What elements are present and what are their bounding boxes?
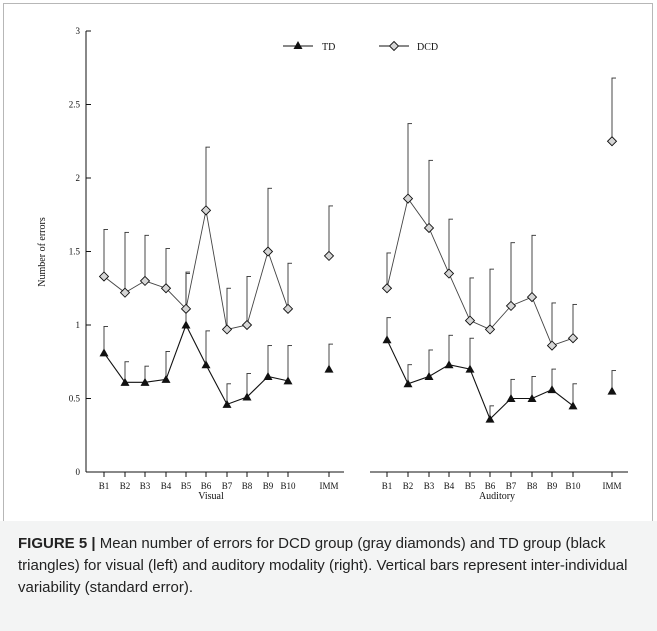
- y-axis-title: Number of errors: [37, 217, 48, 287]
- dcd-point: [546, 340, 558, 351]
- td-point: [403, 379, 413, 388]
- figure-caption: FIGURE 5 | Mean number of errors for DCD…: [0, 521, 657, 631]
- x-tick-label: B6: [485, 481, 496, 491]
- td-point: [140, 377, 150, 386]
- dcd-point: [526, 291, 538, 303]
- y-tick-label: 1: [76, 320, 81, 330]
- y-ticks: 0 0.5 1 1.5 2 2.5 3: [69, 26, 91, 477]
- y-tick-label: 2.5: [69, 100, 81, 110]
- dcd-point: [505, 300, 517, 312]
- td-point: [263, 371, 273, 380]
- legend-dcd-marker: [388, 40, 400, 52]
- legend: TD DCD: [283, 40, 438, 53]
- series-layer: [98, 77, 618, 423]
- x-tick-label: B2: [120, 481, 131, 491]
- legend-dcd-label: DCD: [417, 42, 438, 53]
- series-line-dcd: [386, 197, 574, 347]
- legend-entry-dcd: DCD: [379, 40, 438, 53]
- x-axis-title-auditory: Auditory: [479, 491, 515, 502]
- x-tick-label: IMM: [602, 481, 621, 491]
- dcd-point: [139, 275, 151, 287]
- series-line-dcd: [103, 210, 289, 330]
- x-tick-label: B8: [242, 481, 253, 491]
- dcd-point: [323, 250, 335, 262]
- dcd-point: [221, 324, 233, 335]
- legend-td-label: TD: [322, 42, 335, 53]
- y-tick-label: 2: [76, 173, 81, 183]
- y-tick-label: 3: [76, 26, 81, 36]
- x-tick-label: B1: [99, 481, 110, 491]
- td-point: [607, 386, 617, 395]
- series-line-td: [386, 339, 574, 421]
- x-tick-label: B9: [263, 481, 274, 491]
- x-tick-label: B7: [222, 481, 233, 491]
- dcd-point: [160, 283, 172, 294]
- x-tick-label: B10: [280, 481, 296, 491]
- x-tick-label: B7: [506, 481, 517, 491]
- td-point: [506, 394, 516, 402]
- x-tick-label: IMM: [319, 481, 338, 491]
- td-point: [222, 399, 232, 408]
- x-tick-label: B1: [382, 481, 393, 491]
- caption-text: Mean number of errors for DCD group (gra…: [18, 535, 628, 596]
- td-point: [201, 360, 211, 369]
- x-tick-label: B3: [424, 481, 435, 491]
- td-point: [242, 392, 252, 401]
- dcd-point: [567, 333, 579, 344]
- dcd-point: [241, 319, 253, 331]
- x-tick-label: B4: [161, 481, 172, 491]
- td-point: [568, 401, 578, 410]
- dcd-point: [119, 287, 131, 298]
- dcd-point: [262, 246, 274, 257]
- td-point: [527, 394, 537, 402]
- chart: Number of errors Visual Auditory TD DCD …: [37, 26, 628, 502]
- legend-entry-td: TD: [283, 41, 335, 53]
- x-tick-label: B5: [181, 481, 192, 491]
- series-line-td: [103, 323, 289, 406]
- x-tick-label: B8: [527, 481, 538, 491]
- x-tick-label: B6: [201, 481, 212, 491]
- dcd-point: [443, 268, 455, 279]
- td-point: [324, 364, 334, 373]
- dcd-point: [484, 324, 496, 335]
- y-tick-label: 0: [76, 467, 81, 477]
- dcd-point: [200, 205, 212, 216]
- x-tick-label: B5: [465, 481, 476, 491]
- x-tick-label: B4: [444, 481, 455, 491]
- x-tick-label: B3: [140, 481, 151, 491]
- td-point: [382, 335, 392, 344]
- dcd-point: [606, 136, 618, 147]
- x-tick-label: B10: [565, 481, 581, 491]
- dcd-point: [423, 222, 435, 234]
- td-point: [99, 348, 109, 357]
- td-point: [120, 377, 130, 386]
- td-point: [424, 371, 434, 380]
- td-point: [181, 320, 191, 329]
- legend-td-marker: [293, 41, 303, 49]
- td-point: [283, 376, 293, 385]
- x-axis-title-visual: Visual: [198, 491, 224, 502]
- caption-label: FIGURE 5 |: [18, 535, 96, 552]
- td-point: [444, 360, 454, 369]
- td-point: [485, 414, 495, 423]
- x-ticks: B1 B2 B3 B4 B5 B6 B7 B8 B9 B10 IMM B1 B2 B3 B4 B5 B6 B7 B8…: [99, 472, 622, 491]
- dcd-point: [180, 303, 192, 314]
- y-tick-label: 1.5: [69, 247, 81, 257]
- td-point: [547, 385, 557, 394]
- td-point: [465, 364, 475, 373]
- y-tick-label: 0.5: [69, 394, 81, 404]
- dcd-point: [381, 283, 393, 294]
- x-tick-label: B9: [547, 481, 558, 491]
- dcd-point: [282, 303, 294, 314]
- dcd-point: [98, 271, 110, 282]
- td-point: [161, 374, 171, 383]
- dcd-point: [402, 193, 414, 204]
- dcd-point: [464, 315, 476, 326]
- x-tick-label: B2: [403, 481, 414, 491]
